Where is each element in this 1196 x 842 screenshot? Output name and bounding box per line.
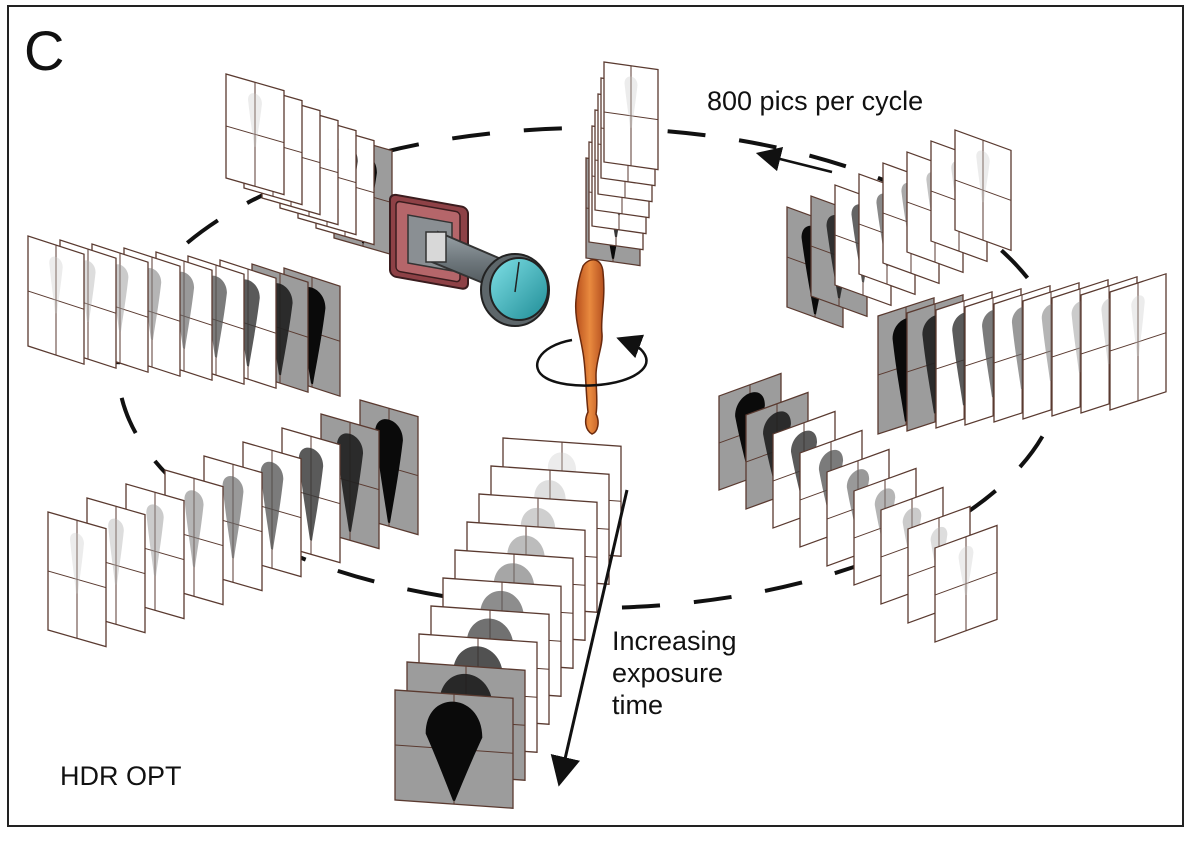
top-left-stack [225, 73, 393, 256]
rotation-arrow [535, 334, 648, 387]
method-label: HDR OPT [60, 761, 182, 791]
camera-lens [425, 230, 550, 327]
exposure-frame [47, 511, 107, 648]
exposure-frame [225, 73, 285, 196]
exposure-frame [27, 235, 85, 366]
frame-stacks [27, 61, 1167, 809]
exposure-frame [603, 61, 659, 171]
specimen [574, 259, 605, 435]
exposure-arrow [550, 489, 629, 787]
frame-grid-line [955, 179, 1011, 201]
right-stack [877, 272, 1167, 435]
specimen-silhouette [248, 93, 262, 148]
specimen-silhouette [184, 490, 204, 568]
specimen-silhouette [624, 76, 638, 128]
specimen-silhouette [958, 546, 974, 596]
cycle-direction-arrow [755, 146, 833, 174]
exposure-frame [934, 524, 998, 643]
frame-grid-line [604, 111, 658, 121]
panel-letter: C [24, 19, 64, 82]
top-center-stack [585, 61, 659, 267]
exposure-frame [1109, 272, 1167, 411]
specimen-silhouette [425, 701, 483, 801]
specimen-silhouette [70, 532, 84, 594]
left-stack [27, 235, 341, 398]
specimen-silhouette [976, 150, 990, 203]
specimen-silhouette [298, 447, 324, 541]
frame-grid-line [935, 571, 997, 596]
frame-grid-line [48, 570, 106, 589]
exposure-label-line: exposure [612, 657, 724, 688]
bottom-stack [394, 437, 622, 809]
exposure-label-line: Increasing [612, 626, 737, 656]
specimen-silhouette [336, 433, 364, 532]
exposure-frame [394, 689, 514, 809]
specimen-silhouette [375, 419, 403, 524]
frame-grid-line [28, 290, 84, 310]
specimen-silhouette [146, 504, 164, 577]
exposure-label-line: time [612, 689, 664, 720]
top-right-stack [786, 129, 1012, 329]
cycle-label: 800 pics per cycle [707, 86, 924, 116]
exposure-frame [954, 129, 1012, 252]
specimen-silhouette [49, 256, 63, 314]
exposure-label: Increasing exposure time [612, 626, 737, 722]
camera [389, 193, 550, 327]
lower-left-stack [47, 399, 419, 648]
specimen-silhouette [1131, 295, 1145, 357]
specimen-silhouette [108, 518, 124, 585]
specimen-silhouette [260, 461, 284, 550]
specimen-silhouette [222, 476, 244, 559]
lower-right-stack [718, 372, 998, 643]
frame-grid-line [1110, 332, 1166, 352]
frame-grid-line [226, 125, 284, 144]
